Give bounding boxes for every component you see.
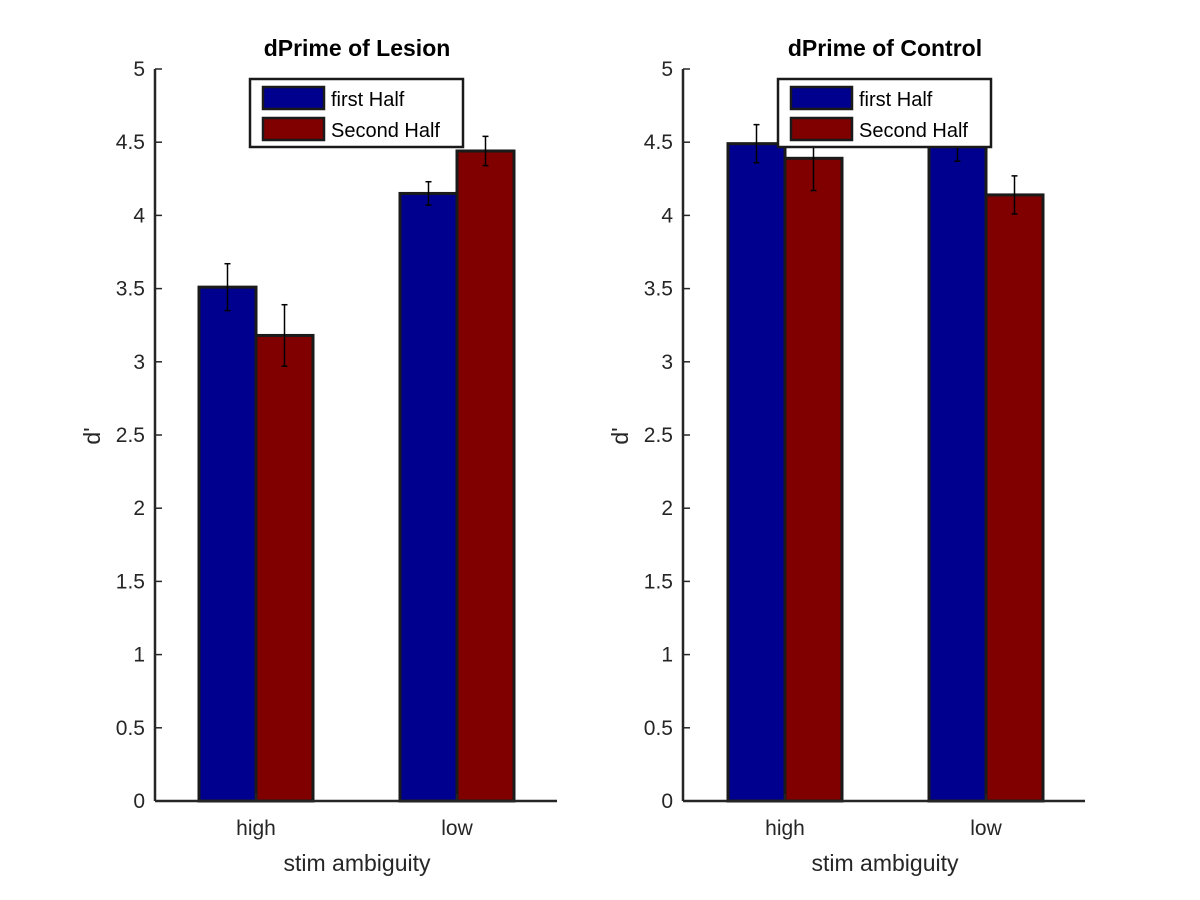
y-tick-label: 4 [133,204,145,227]
chart-panel-control: dPrime of Control stim ambiguity d' 0 0.5… [607,35,1085,876]
ticks-group: 0 0.5 1 1.5 2 2.5 3 3.5 4 4.5 5 high low [644,58,1003,840]
chart-title: dPrime of Control [788,35,982,61]
x-axis-label: stim ambiguity [284,850,431,876]
y-tick-label: 2 [661,497,673,520]
bar-second-half-low [984,193,1045,803]
y-tick-label: 5 [661,58,673,81]
y-tick-label: 1.5 [644,570,673,593]
bars-group [726,133,1045,803]
y-axis-label: d' [607,427,633,444]
y-tick-label: 3 [661,351,673,374]
legend: first Half Second Half [776,77,993,149]
y-tick-label: 3.5 [644,278,673,301]
legend-label: Second Half [331,120,440,142]
y-tick-label: 0 [661,790,673,813]
chart-title: dPrime of Lesion [264,35,451,61]
legend: first Half Second Half [248,77,465,149]
chart-panel-lesion: dPrime of Lesion stim ambiguity d' 0 0.5 1… [79,35,557,876]
bar-second-half-low [455,149,516,803]
bar-first-half-low [398,191,459,803]
legend-swatch-first-half [789,85,854,111]
y-tick-label: 0 [133,790,145,813]
legend-swatch-first-half [261,85,326,111]
y-tick-label: 3 [133,351,145,374]
bar-first-half-high [726,142,787,803]
y-tick-label: 4 [661,204,673,227]
legend-label: first Half [859,89,933,111]
y-tick-label: 4.5 [116,131,145,154]
legend-label: Second Half [859,120,968,142]
y-tick-label: 1 [133,644,145,667]
x-tick-label: low [441,817,473,840]
legend-swatch-second-half [789,116,854,142]
y-tick-label: 2.5 [116,424,145,447]
y-tick-label: 2 [133,497,145,520]
legend-label: first Half [331,89,405,111]
x-tick-label: high [765,817,805,840]
bar-first-half-high [197,285,258,803]
bar-second-half-high [254,333,315,803]
error-bars-group [224,135,489,367]
ticks-group: 0 0.5 1 1.5 2 2.5 3 3.5 4 4.5 5 high low [116,58,474,840]
y-tick-label: 5 [133,58,145,81]
x-tick-label: low [970,817,1002,840]
x-tick-label: high [236,817,276,840]
bar-second-half-high [783,156,844,803]
y-tick-label: 1.5 [116,570,145,593]
y-tick-label: 1 [661,644,673,667]
y-tick-label: 3.5 [116,278,145,301]
x-axis-label: stim ambiguity [812,850,959,876]
bar-first-half-low [927,133,988,803]
y-tick-label: 4.5 [644,131,673,154]
y-tick-label: 0.5 [644,717,673,740]
bars-group [197,149,516,803]
y-tick-label: 0.5 [116,717,145,740]
y-axis-label: d' [79,427,105,444]
legend-swatch-second-half [261,116,326,142]
y-tick-label: 2.5 [644,424,673,447]
